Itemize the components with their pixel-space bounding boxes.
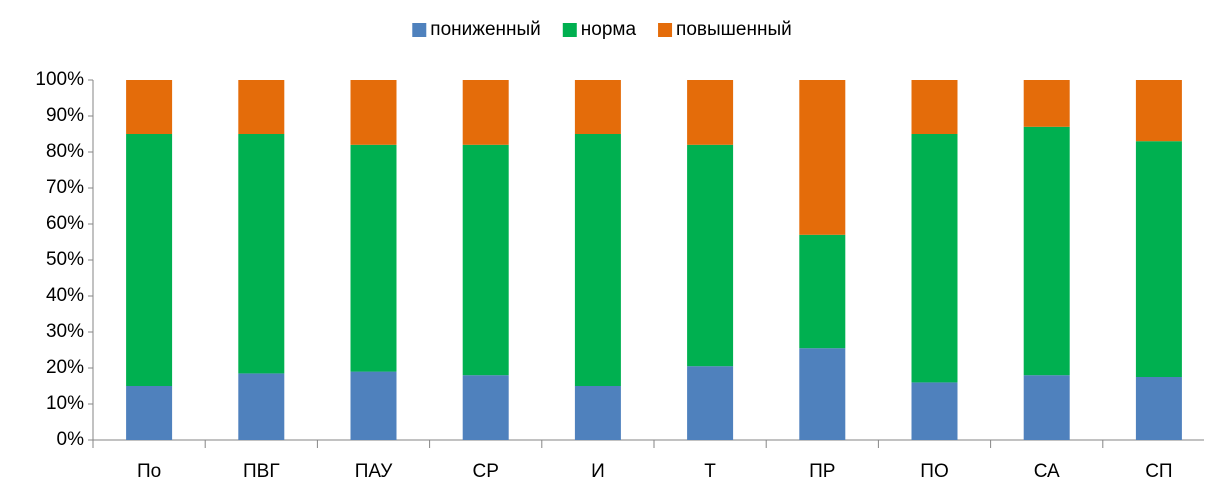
x-tick-label: СР [472, 461, 498, 482]
x-tick-label: ПАУ [355, 461, 393, 482]
bar-segment [238, 373, 285, 440]
legend-swatch [562, 23, 577, 37]
bar-segment [799, 348, 846, 440]
bar-segment [1135, 377, 1182, 440]
bar-segment [911, 382, 958, 440]
x-tick-label: И [591, 461, 605, 482]
y-tick-label: 30% [46, 321, 84, 342]
legend-swatch [412, 23, 427, 37]
y-tick-label: 10% [46, 393, 84, 414]
bar-segment [687, 80, 734, 145]
bar-segment [1135, 80, 1182, 142]
legend-label: пониженный [430, 19, 541, 40]
x-tick-label: ПО [920, 461, 948, 482]
x-tick-label: СА [1034, 461, 1060, 482]
bar-segment [126, 134, 173, 386]
bar-segment [462, 375, 509, 440]
y-tick-label: 90% [46, 105, 84, 126]
bar-segment [238, 134, 285, 374]
bar-segment [1023, 80, 1070, 127]
bar-segment [462, 144, 509, 376]
legend-swatch [658, 23, 673, 37]
y-tick-label: 60% [46, 213, 84, 234]
legend-label: повышенный [676, 19, 792, 40]
y-tick-label: 40% [46, 285, 84, 306]
bar-segment [350, 144, 397, 372]
bar-segment [911, 134, 958, 383]
y-tick-label: 100% [35, 69, 84, 90]
bar-segment [1135, 141, 1182, 377]
y-tick-label: 20% [46, 357, 84, 378]
bar-segment [687, 144, 734, 367]
x-tick-label: ПВГ [243, 461, 280, 482]
y-tick-label: 70% [46, 177, 84, 198]
bar-segment [574, 134, 621, 386]
legend-label: норма [581, 19, 637, 40]
bar-segment [799, 234, 846, 349]
bar-segment [911, 80, 958, 134]
x-tick-label: Т [704, 461, 716, 482]
x-tick-label: СП [1145, 461, 1172, 482]
bar-segment [350, 80, 397, 145]
bar-segment [574, 386, 621, 440]
bar-segment [574, 80, 621, 134]
x-tick-label: ПР [809, 461, 835, 482]
bar-segment [238, 80, 285, 134]
bar-segment [687, 366, 734, 440]
bar-segment [350, 371, 397, 440]
y-tick-label: 0% [57, 429, 85, 450]
bar-segment [462, 80, 509, 145]
bar-segment [1023, 375, 1070, 440]
bar-segment [126, 80, 173, 134]
y-tick-label: 80% [46, 141, 84, 162]
bar-segment [799, 80, 846, 235]
y-tick-label: 50% [46, 249, 84, 270]
bar-segment [1023, 126, 1070, 376]
x-tick-label: По [137, 461, 161, 482]
bar-segment [126, 386, 173, 440]
